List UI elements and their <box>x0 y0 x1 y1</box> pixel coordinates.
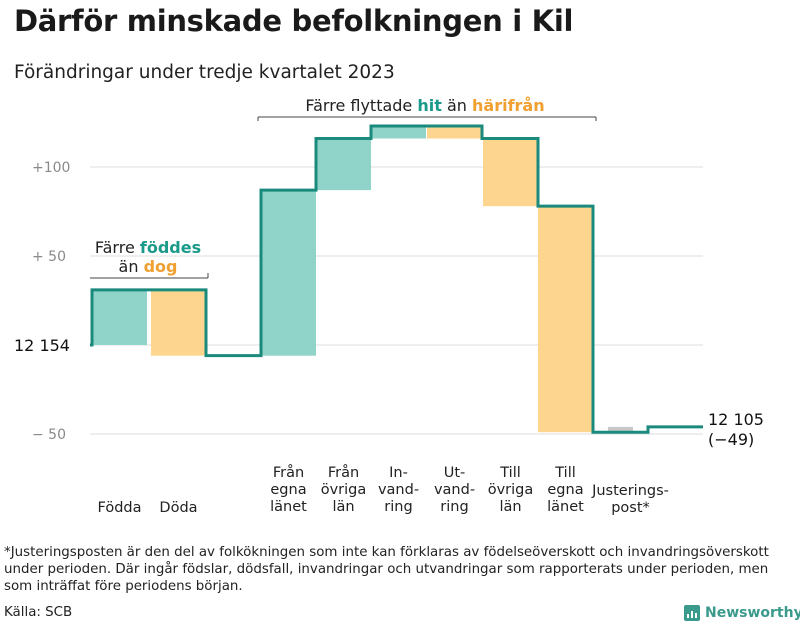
footnote: *Justeringsposten är den del av folkökni… <box>4 545 769 594</box>
chart-subtitle: Förändringar under tredje kvartalet 2023 <box>14 62 395 83</box>
y-tick-label: − 50 <box>32 427 66 443</box>
cumulative-step-line <box>90 124 703 434</box>
category-label: länet <box>270 499 307 515</box>
category-label: övriga <box>488 482 534 498</box>
y-tick-label: +100 <box>32 160 70 176</box>
category-label: län <box>332 499 354 515</box>
waterfall-bar <box>538 206 593 433</box>
waterfall-bar <box>427 126 482 139</box>
category-label: Ut- <box>444 465 466 481</box>
category-label: post* <box>611 500 650 516</box>
brand-name: Newsworthy <box>705 605 800 621</box>
waterfall-bar <box>371 126 426 139</box>
category-label: Födda <box>98 500 142 516</box>
category-label: Till <box>554 465 576 481</box>
category-label: vand- <box>434 482 475 498</box>
category-label: In- <box>389 465 408 481</box>
waterfall-bar <box>151 289 206 356</box>
waterfall-bar <box>316 138 371 191</box>
category-label: egna <box>270 482 306 498</box>
category-label: ring <box>440 499 468 515</box>
category-label: Döda <box>159 500 197 516</box>
annotation-segment: härifrån <box>472 96 545 115</box>
annotation-segment: Färre <box>95 238 140 257</box>
category-label: Justerings- <box>591 483 669 499</box>
annotation-born-died-line2: än dog <box>119 257 178 276</box>
waterfall-bar <box>608 426 633 433</box>
category-label: Till <box>499 465 521 481</box>
annotation-segment: föddes <box>140 238 201 257</box>
annotation-segment: Färre flyttade <box>305 96 417 115</box>
category-label: Från <box>273 464 304 481</box>
waterfall-chart: +100 + 50 − 50 12 154 12 105(−49) Födda Döda Fr… <box>14 96 764 516</box>
category-label: egna <box>547 482 583 498</box>
waterfall-bar <box>92 289 147 345</box>
annotation-born-died: Färre föddes <box>95 238 201 257</box>
newsworthy-logo-icon <box>684 605 700 621</box>
category-label: övriga <box>321 482 367 498</box>
source-label: Källa: SCB <box>4 605 73 620</box>
y-tick-label: + 50 <box>32 249 66 265</box>
category-label: Från <box>328 464 359 481</box>
category-label: ring <box>384 499 412 515</box>
category-label: vand- <box>378 482 419 498</box>
waterfall-bar <box>483 138 538 207</box>
brand-logo: Newsworthy <box>684 605 800 621</box>
annotation-segment: hit <box>417 96 442 115</box>
annotation-moved: Färre flyttade hit än härifrån <box>305 96 544 115</box>
category-label: län <box>499 499 521 515</box>
end-change-label: (−49) <box>708 430 754 449</box>
annotation-segment: dog <box>144 257 178 276</box>
chart-title: Därför minskade befolkningen i Kil <box>14 4 574 38</box>
end-value-label: 12 105 <box>708 410 764 429</box>
category-label: länet <box>547 499 584 515</box>
annotation-segment: än <box>119 257 144 276</box>
start-value-label: 12 154 <box>14 336 70 355</box>
waterfall-bar <box>261 190 316 356</box>
annotation-segment: än <box>442 96 472 115</box>
